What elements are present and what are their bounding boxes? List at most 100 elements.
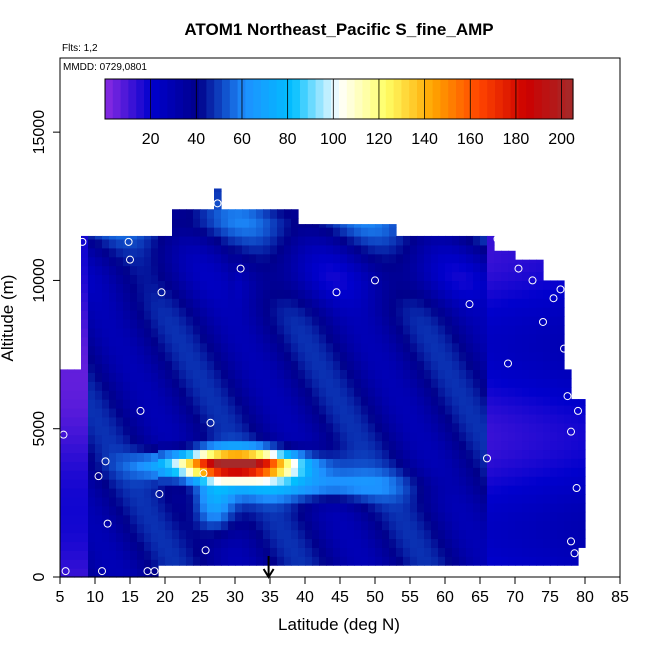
heatmap-cell — [375, 227, 383, 237]
heatmap-cell — [501, 253, 509, 264]
colorbar-tick-label: 120 — [366, 131, 393, 148]
heatmap-cell — [179, 431, 187, 442]
heatmap-cell — [403, 333, 411, 344]
heatmap-cell — [319, 467, 327, 477]
heatmap-cell — [284, 476, 292, 486]
heatmap-cell — [249, 413, 257, 424]
chart-title: ATOM1 Northeast_Pacific S_fine_AMP — [184, 20, 493, 39]
heatmap-cell — [445, 271, 453, 282]
heatmap-cell — [368, 538, 376, 548]
heatmap-cell — [452, 511, 460, 522]
heatmap-cell — [368, 556, 376, 566]
heatmap-cell — [396, 529, 404, 540]
heatmap-cell — [557, 502, 565, 513]
heatmap-cell — [158, 378, 166, 388]
heatmap-cell — [333, 387, 341, 397]
heatmap-cell — [130, 274, 138, 284]
heatmap-cell — [242, 387, 250, 397]
heatmap-cell — [291, 235, 299, 246]
heatmap-cell — [256, 467, 264, 477]
heatmap-cell — [375, 387, 383, 397]
heatmap-cell — [347, 307, 355, 317]
heatmap-cell — [403, 253, 411, 264]
sample-point — [201, 546, 210, 555]
heatmap-cell — [172, 360, 180, 370]
heatmap-cell — [158, 262, 166, 273]
heatmap-cell — [186, 396, 194, 406]
heatmap-cell — [81, 541, 89, 551]
heatmap-cell — [396, 511, 404, 522]
heatmap-cell — [228, 316, 236, 326]
heatmap-cell — [522, 556, 530, 566]
heatmap-cell — [228, 458, 236, 468]
heatmap-cell — [298, 307, 306, 317]
heatmap-cell — [438, 360, 446, 370]
heatmap-cell — [368, 316, 376, 326]
heatmap-cell — [270, 449, 278, 459]
heatmap-cell — [270, 209, 278, 219]
heatmap-cell — [144, 496, 152, 507]
heatmap-cell — [193, 396, 201, 406]
heatmap-cell — [508, 493, 516, 504]
heatmap-cell — [466, 404, 474, 415]
heatmap-cell — [466, 413, 474, 424]
heatmap-cell — [417, 538, 425, 548]
heatmap-cell — [438, 476, 446, 486]
heatmap-cell — [508, 316, 516, 326]
heatmap-cell — [396, 502, 404, 513]
heatmap-cell — [214, 467, 222, 477]
heatmap-cell — [102, 523, 110, 534]
sample-point — [150, 567, 159, 576]
heatmap-cell — [319, 458, 327, 468]
heatmap-cell — [193, 493, 201, 504]
sample-points — [59, 199, 582, 576]
heatmap-cell — [403, 547, 411, 557]
heatmap-cell — [263, 529, 271, 540]
heatmap-cell — [375, 244, 383, 255]
heatmap-cell — [347, 342, 355, 353]
heatmap-cell — [200, 369, 208, 379]
heatmap-cell — [109, 443, 117, 454]
heatmap-cell — [200, 351, 208, 362]
heatmap-cell — [221, 413, 229, 424]
heatmap-cell — [109, 505, 117, 516]
heatmap-cell — [144, 399, 152, 409]
heatmap-cell — [207, 511, 215, 522]
heatmap-cell — [326, 324, 334, 335]
heatmap-cell — [319, 520, 327, 531]
heatmap-cell — [543, 360, 551, 370]
heatmap-cell — [256, 209, 264, 219]
heatmap-cell — [403, 324, 411, 335]
heatmap-cell — [144, 568, 152, 578]
heatmap-cell — [417, 485, 425, 495]
heatmap-cell — [403, 360, 411, 370]
heatmap-cell — [186, 227, 194, 237]
heatmap-cell — [424, 342, 432, 353]
heatmap-cell — [438, 271, 446, 282]
heatmap-cell — [158, 476, 166, 486]
heatmap-cell — [151, 238, 159, 249]
heatmap-cell — [298, 422, 306, 433]
heatmap-cell — [200, 227, 208, 237]
heatmap-cell — [193, 458, 201, 468]
heatmap-cell — [102, 505, 110, 516]
heatmap-cell — [207, 547, 215, 557]
heatmap-cell — [298, 493, 306, 504]
heatmap-cell — [291, 280, 299, 290]
heatmap-cell — [284, 289, 292, 299]
heatmap-cell — [130, 425, 138, 436]
heatmap-cell — [347, 271, 355, 282]
heatmap-cell — [487, 422, 495, 433]
heatmap-cell — [284, 431, 292, 442]
heatmap-cell — [284, 396, 292, 406]
heatmap-cell — [228, 502, 236, 513]
heatmap-cell — [193, 529, 201, 540]
heatmap-cell — [452, 396, 460, 406]
heatmap-cell — [494, 280, 502, 290]
heatmap-cell — [347, 298, 355, 308]
heatmap-cell — [67, 381, 75, 391]
heatmap-cell — [529, 280, 537, 290]
heatmap-cell — [375, 333, 383, 344]
heatmap-cell — [67, 390, 75, 400]
heatmap-cell — [249, 351, 257, 362]
